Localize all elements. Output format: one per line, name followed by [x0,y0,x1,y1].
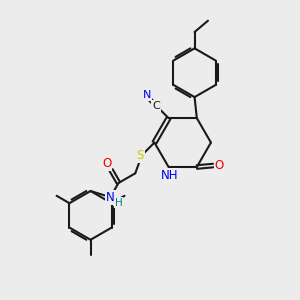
Text: NH: NH [161,169,179,182]
Text: N: N [142,90,151,100]
Text: C: C [152,101,160,111]
Text: H: H [115,197,122,208]
Text: S: S [137,149,144,162]
Text: O: O [214,159,224,172]
Text: O: O [102,157,111,170]
Text: N: N [106,191,115,204]
